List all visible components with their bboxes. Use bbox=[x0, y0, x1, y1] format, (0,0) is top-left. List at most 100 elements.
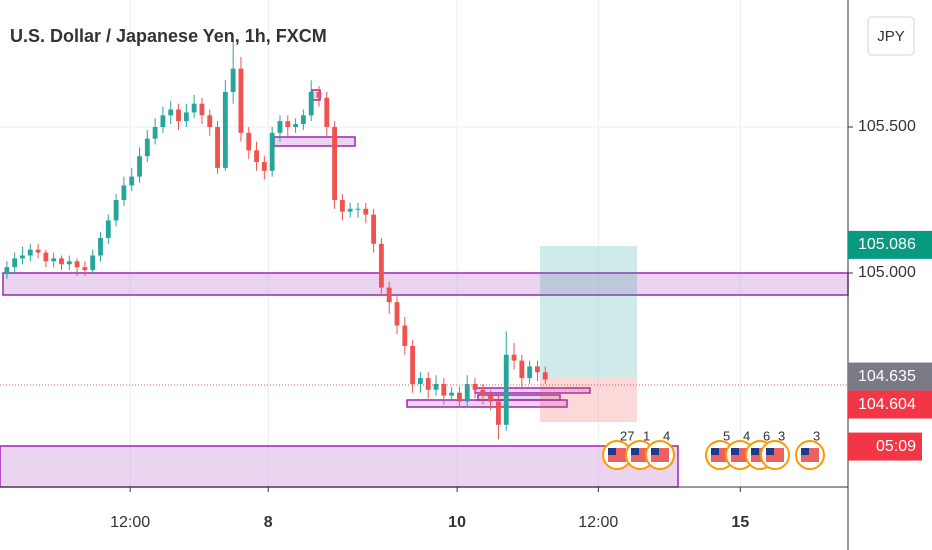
event-flag bbox=[751, 448, 759, 455]
candle-body bbox=[12, 258, 18, 268]
event-flag bbox=[711, 448, 719, 455]
candle-body bbox=[394, 302, 400, 326]
candle-body bbox=[207, 115, 213, 128]
candle-body bbox=[433, 383, 439, 390]
event-flag bbox=[731, 448, 739, 455]
candle-body bbox=[105, 220, 111, 238]
y-tick-label: 105.000 bbox=[858, 264, 916, 281]
candle-body bbox=[449, 392, 455, 396]
candle-body bbox=[378, 243, 384, 288]
x-tick-label: 12:00 bbox=[110, 514, 150, 531]
target-zone bbox=[540, 246, 637, 378]
candle-body bbox=[277, 121, 283, 133]
chart-title: U.S. Dollar / Japanese Yen, 1h, FXCM bbox=[10, 26, 327, 46]
candle-body bbox=[511, 354, 517, 361]
x-tick-label: 12:00 bbox=[578, 514, 618, 531]
candle-body bbox=[20, 255, 25, 259]
x-tick-label: 8 bbox=[264, 514, 273, 531]
event-flag bbox=[801, 448, 809, 455]
candle-body bbox=[464, 383, 470, 402]
candle-body bbox=[4, 267, 10, 273]
zone bbox=[273, 136, 356, 147]
candle-body bbox=[74, 261, 80, 268]
candle-body bbox=[59, 258, 64, 265]
candle-body bbox=[480, 389, 486, 396]
x-tick-label: 10 bbox=[448, 514, 466, 531]
candle-body bbox=[417, 378, 423, 384]
candle-body bbox=[230, 68, 236, 92]
price-marker bbox=[848, 362, 932, 391]
event-flag bbox=[631, 448, 639, 455]
price-marker-label: 104.635 bbox=[858, 368, 916, 385]
candle-body bbox=[355, 208, 361, 210]
candle-body bbox=[191, 103, 197, 113]
events: 27 1 4 5 4 6 3 3 bbox=[602, 428, 825, 470]
candle-body bbox=[176, 109, 181, 122]
candle-body bbox=[425, 378, 431, 390]
candle-body bbox=[246, 132, 252, 151]
x-tick-label: 15 bbox=[731, 514, 749, 531]
countdown-box bbox=[848, 432, 922, 461]
candles bbox=[4, 39, 548, 440]
candle-body bbox=[371, 214, 377, 244]
candle-body bbox=[160, 115, 166, 128]
candle-body bbox=[308, 91, 314, 116]
candle-body bbox=[339, 199, 345, 212]
price-marker-label: 104.604 bbox=[858, 396, 916, 413]
zone bbox=[0, 445, 679, 488]
event-count: 1 bbox=[643, 428, 650, 443]
currency-button[interactable] bbox=[867, 16, 915, 56]
candle-body bbox=[222, 91, 228, 168]
candle-body bbox=[51, 258, 57, 262]
event-count: 6 bbox=[763, 428, 770, 443]
candle-body bbox=[121, 185, 127, 200]
candle-body bbox=[542, 372, 548, 380]
price-marker bbox=[848, 390, 932, 419]
candle-body bbox=[129, 176, 135, 186]
candle-body bbox=[441, 383, 447, 396]
candle-body bbox=[535, 366, 540, 373]
event-flag bbox=[608, 448, 616, 455]
zone bbox=[2, 272, 849, 296]
candle-body bbox=[363, 208, 369, 215]
candle-body bbox=[347, 208, 353, 212]
event-count: 27 bbox=[620, 428, 634, 443]
candle-body bbox=[66, 261, 72, 265]
candle-body bbox=[488, 395, 494, 402]
zone bbox=[477, 394, 561, 401]
countdown-label: 05:09 bbox=[876, 438, 916, 455]
price-marker bbox=[848, 230, 932, 259]
candle-body bbox=[215, 127, 220, 168]
candle-body bbox=[472, 383, 478, 390]
candle-body bbox=[152, 127, 158, 139]
event-count: 3 bbox=[813, 428, 820, 443]
candle-body bbox=[137, 156, 142, 177]
candle-body bbox=[238, 68, 244, 133]
candle-body bbox=[98, 237, 103, 256]
event-count: 4 bbox=[743, 428, 750, 443]
candle-body bbox=[496, 401, 501, 425]
candle-body bbox=[332, 127, 337, 200]
candle-body bbox=[144, 138, 150, 157]
candle-body bbox=[199, 103, 205, 116]
event-count: 4 bbox=[663, 428, 670, 443]
candle-body bbox=[183, 112, 189, 122]
event-flag bbox=[766, 448, 774, 455]
candle-body bbox=[324, 97, 330, 128]
candle-body bbox=[261, 162, 267, 171]
candle-body bbox=[410, 345, 416, 384]
price-marker-label: 105.086 bbox=[858, 236, 916, 253]
candle-body bbox=[457, 392, 462, 402]
candle-body bbox=[35, 249, 41, 253]
candle-body bbox=[402, 325, 408, 346]
candle-body bbox=[254, 150, 259, 163]
currency-label[interactable]: JPY bbox=[877, 28, 905, 45]
candle-body bbox=[113, 199, 119, 221]
candle-body bbox=[269, 132, 275, 171]
candle-body bbox=[527, 366, 533, 379]
event-count: 5 bbox=[723, 428, 730, 443]
y-tick-label: 105.500 bbox=[858, 118, 916, 135]
candle-body bbox=[168, 109, 174, 116]
candle-body bbox=[316, 91, 322, 98]
